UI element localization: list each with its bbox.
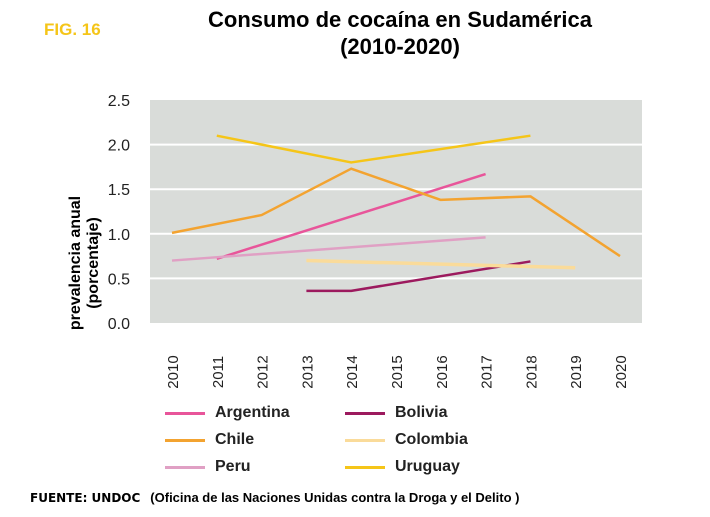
x-tick-label: 2018 <box>523 355 540 388</box>
legend-item-chile: Chile <box>165 431 254 449</box>
x-tick-label: 2015 <box>389 355 406 388</box>
series-line-bolivia <box>306 260 531 293</box>
x-tick-label: 2012 <box>255 355 272 388</box>
legend-swatch <box>165 438 205 442</box>
legend-label: Uruguay <box>395 458 460 475</box>
x-tick-label: 2011 <box>210 356 227 388</box>
x-tick-label: 2014 <box>344 355 361 388</box>
chart-title: Consumo de cocaína en Sudamérica (2010-2… <box>150 6 650 60</box>
x-tick-label: 2016 <box>434 355 451 388</box>
x-tick-label: 2020 <box>613 355 630 388</box>
legend-swatch <box>165 465 205 469</box>
legend-swatch <box>165 411 205 415</box>
legend-label: Argentina <box>215 404 290 421</box>
y-tick-label: 0.0 <box>108 316 130 333</box>
legend-item-bolivia: Bolivia <box>345 404 447 422</box>
x-tick-label: 2019 <box>568 355 585 388</box>
series-line-chile <box>171 167 621 258</box>
x-tick-label: 2010 <box>165 355 182 388</box>
legend-item-colombia: Colombia <box>345 431 468 449</box>
legend-item-peru: Peru <box>165 458 251 476</box>
y-tick-label: 2.0 <box>108 138 130 155</box>
x-tick-label: 2013 <box>299 355 316 388</box>
figure-label: FIG. 16 <box>44 20 101 39</box>
source-label: FUENTE: UNDOC <box>30 491 141 505</box>
legend-swatch <box>345 465 385 469</box>
y-tick-label: 2.5 <box>108 93 130 110</box>
legend-swatch <box>345 438 385 442</box>
legend-item-argentina: Argentina <box>165 404 290 422</box>
legend-label: Colombia <box>395 431 468 448</box>
legend-label: Chile <box>215 431 255 448</box>
legend-swatch <box>345 411 385 415</box>
series-line-peru <box>171 236 486 262</box>
legend-label: Bolivia <box>395 404 448 421</box>
y-tick-label: 0.5 <box>108 271 130 288</box>
plot-background <box>150 100 642 323</box>
series-line-colombia <box>306 258 576 270</box>
source-note: FUENTE: UNDOC (Oficina de las Naciones Un… <box>30 490 519 505</box>
y-tick-label: 1.0 <box>108 227 130 244</box>
legend-item-uruguay: Uruguay <box>345 458 460 476</box>
x-tick-label: 2017 <box>479 355 496 388</box>
series-line-argentina <box>216 172 486 260</box>
chart-subtitle: (2010-2020) <box>340 34 460 59</box>
legend-label: Peru <box>215 458 251 475</box>
chart-title-main: Consumo de cocaína en Sudamérica <box>208 7 592 32</box>
series-line-uruguay <box>216 134 531 164</box>
y-tick-label: 1.5 <box>108 182 130 199</box>
source-text: (Oficina de las Naciones Unidas contra l… <box>150 490 520 505</box>
